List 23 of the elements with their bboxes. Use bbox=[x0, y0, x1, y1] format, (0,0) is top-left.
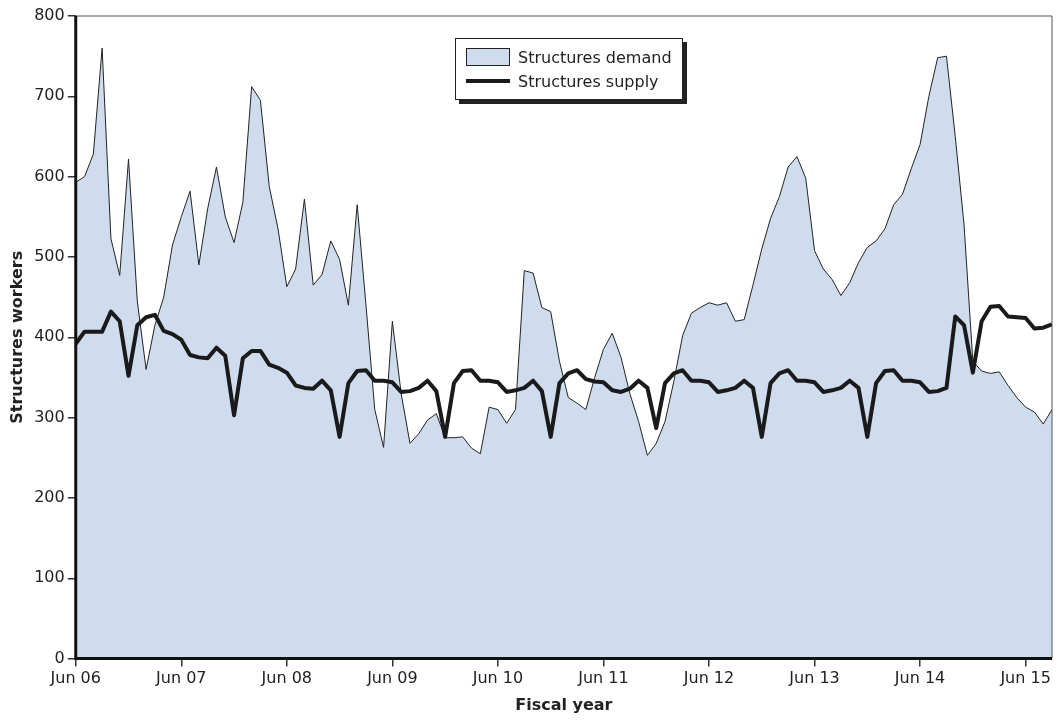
y-tick-label: 800 bbox=[34, 5, 65, 25]
legend-label: Structures demand bbox=[518, 47, 672, 67]
x-tick-label: Jun 10 bbox=[471, 668, 524, 688]
y-tick-label: 0 bbox=[54, 647, 65, 667]
x-tick-label: Jun 15 bbox=[999, 668, 1051, 688]
y-tick-label: 500 bbox=[34, 246, 65, 266]
y-tick-label: 200 bbox=[34, 487, 65, 507]
y-tick-label: 400 bbox=[34, 326, 65, 346]
y-tick-label: 700 bbox=[34, 85, 65, 105]
legend-label: Structures supply bbox=[518, 71, 659, 91]
y-tick-label: 300 bbox=[34, 406, 65, 426]
y-tick-label: 600 bbox=[34, 165, 65, 185]
x-tick-label: Jun 14 bbox=[893, 668, 946, 688]
x-tick-label: Jun 06 bbox=[49, 668, 101, 688]
x-tick-label: Jun 07 bbox=[155, 668, 207, 688]
x-tick-label: Jun 13 bbox=[788, 668, 840, 688]
y-tick-label: 100 bbox=[34, 567, 65, 587]
x-tick-label: Jun 09 bbox=[366, 668, 418, 688]
y-axis-title: Structures workers bbox=[6, 250, 26, 424]
x-tick-label: Jun 12 bbox=[682, 668, 735, 688]
x-tick-label: Jun 11 bbox=[577, 668, 629, 688]
x-axis-title: Fiscal year bbox=[515, 694, 613, 714]
x-tick-label: Jun 08 bbox=[260, 668, 313, 688]
